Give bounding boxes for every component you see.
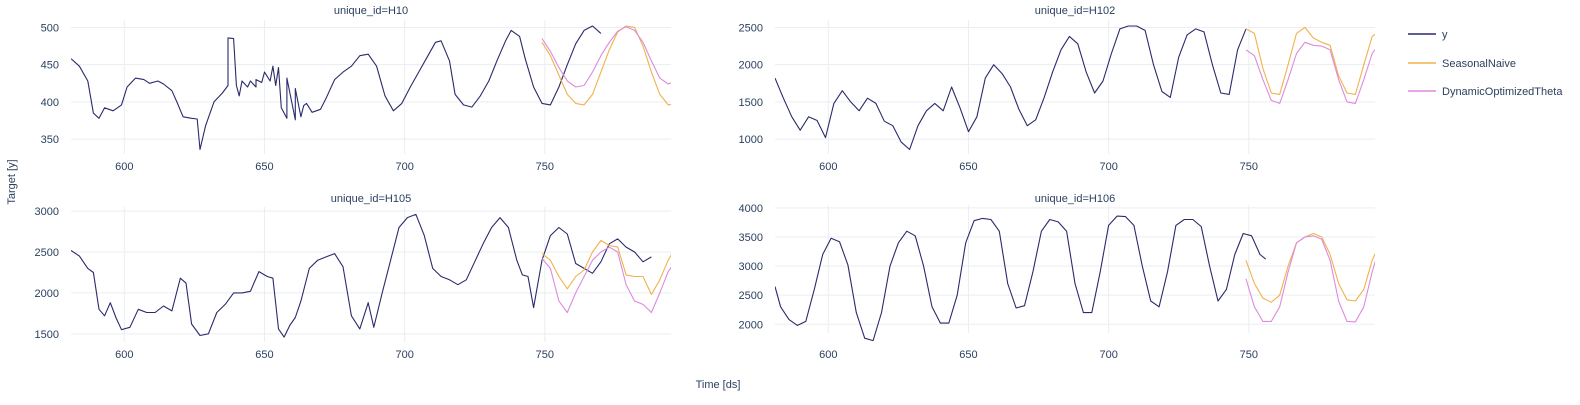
y-tick-label: 1500	[739, 97, 763, 109]
subplot-title: unique_id=H105	[331, 193, 411, 205]
subplot-1: 600 650 700 750 350 400 450 500 unique_id=H10	[41, 5, 671, 173]
subplot-4: 600 650 700 750 2000 2500 3000 3500 4000 unique_i…	[739, 193, 1375, 361]
y-tick-label: 3500	[739, 232, 763, 244]
x-tick-label: 750	[536, 161, 554, 173]
x-tick-label: 650	[959, 161, 977, 173]
y-tick-label: 2000	[35, 288, 59, 300]
series-line-dynamicoptimizedtheta	[541, 246, 671, 314]
y-tick-label: 2000	[739, 60, 763, 72]
series-line-y	[775, 215, 1267, 342]
subplot-2: 600 650 700 750 1000 1500 2000 2500 unique_id=H1…	[739, 5, 1375, 173]
y-tick-label: 500	[41, 22, 59, 34]
x-tick-label: 650	[255, 161, 273, 173]
y-tick-label: 350	[41, 134, 59, 146]
x-tick-label: 600	[115, 161, 133, 173]
series-line-y	[71, 213, 652, 338]
legend-label: y	[1442, 29, 1448, 41]
legend-label: SeasonalNaive	[1442, 58, 1516, 70]
y-tick-label: 1000	[739, 134, 763, 146]
x-tick-label: 700	[395, 349, 413, 361]
x-tick-label: 600	[819, 349, 837, 361]
y-tick-label: 2000	[739, 319, 763, 331]
subplot-title: unique_id=H102	[1035, 5, 1115, 17]
y-tick-label: 1500	[35, 329, 59, 341]
legend-label: DynamicOptimizedTheta	[1442, 86, 1563, 98]
series-line-dynamicoptimizedtheta	[541, 26, 671, 88]
y-tick-label: 2500	[739, 290, 763, 302]
x-tick-label: 700	[1099, 161, 1117, 173]
subplot-3: 600 650 700 750 1500 2000 2500 3000 unique_id=H1…	[35, 193, 671, 361]
y-tick-label: 400	[41, 97, 59, 109]
x-tick-label: 750	[536, 349, 554, 361]
x-tick-label: 600	[819, 161, 837, 173]
series-line-y	[71, 25, 602, 151]
legend: y SeasonalNaive DynamicOptimizedTheta	[1408, 29, 1563, 98]
x-tick-label: 700	[1099, 349, 1117, 361]
x-tick-label: 650	[255, 349, 273, 361]
subplot-title: unique_id=H106	[1035, 193, 1115, 205]
y-tick-label: 450	[41, 60, 59, 72]
x-tick-label: 600	[115, 349, 133, 361]
y-axis-title: Target [y]	[6, 159, 18, 204]
y-tick-label: 4000	[739, 203, 763, 215]
x-tick-label: 700	[395, 161, 413, 173]
series-line-dynamicoptimizedtheta	[1245, 235, 1375, 323]
y-tick-label: 2500	[739, 22, 763, 34]
subplot-title: unique_id=H10	[334, 5, 408, 17]
legend-item-dynamicoptimizedtheta[interactable]: DynamicOptimizedTheta	[1408, 86, 1563, 98]
series-line-dynamicoptimizedtheta	[1245, 41, 1375, 104]
series-line-seasonalnaive	[1245, 26, 1375, 95]
x-tick-label: 650	[959, 349, 977, 361]
series-line-seasonalnaive	[541, 239, 671, 296]
y-tick-label: 3000	[739, 261, 763, 273]
y-tick-label: 2500	[35, 247, 59, 259]
x-axis-title: Time [ds]	[696, 379, 741, 391]
y-tick-label: 3000	[35, 206, 59, 218]
legend-item-seasonalnaive[interactable]: SeasonalNaive	[1408, 58, 1516, 70]
legend-item-y[interactable]: y	[1408, 29, 1448, 41]
x-tick-label: 750	[1240, 161, 1258, 173]
series-line-seasonalnaive	[541, 25, 671, 106]
series-line-seasonalnaive	[1245, 232, 1375, 303]
x-tick-label: 750	[1240, 349, 1258, 361]
series-line-y	[775, 25, 1247, 151]
